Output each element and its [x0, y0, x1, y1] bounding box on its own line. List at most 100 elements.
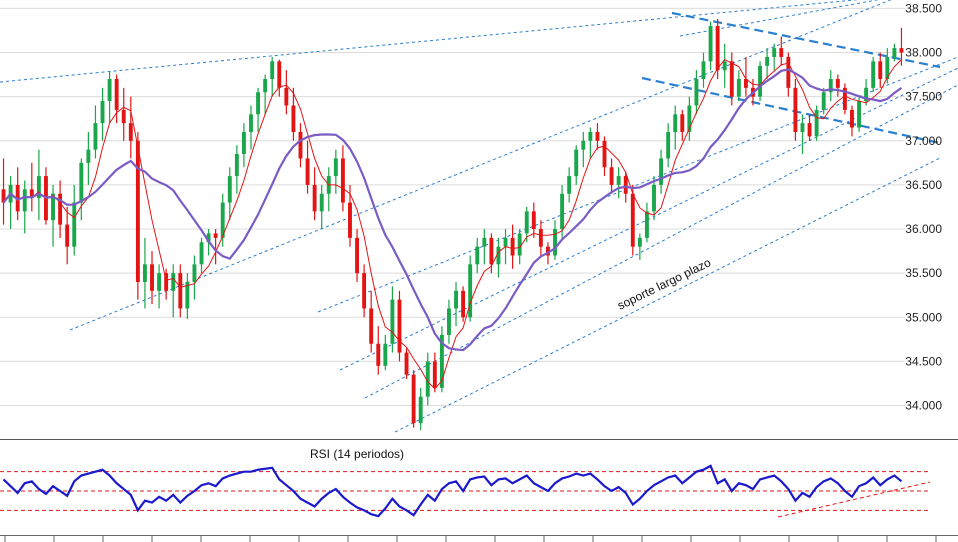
candle-body — [277, 61, 282, 88]
candle-body — [312, 184, 317, 212]
candle-body — [319, 193, 324, 212]
candle-body — [743, 79, 748, 88]
candle-body — [284, 87, 289, 106]
candle-body — [546, 246, 550, 256]
rsi-levels — [0, 471, 930, 511]
candle-body — [864, 87, 869, 102]
candle-body — [496, 246, 501, 265]
candle-body — [213, 233, 218, 238]
candle-body — [644, 211, 649, 238]
moving-average-slow-line — [2, 68, 903, 352]
y-tick-label: 37.000 — [905, 134, 942, 148]
candle-body — [270, 61, 275, 80]
candle-body — [383, 343, 388, 366]
candle-body — [362, 273, 367, 309]
candle-body — [390, 299, 395, 344]
candle-body — [659, 158, 664, 185]
candle-body — [828, 79, 833, 93]
candle-body — [461, 290, 466, 318]
candle-body — [369, 308, 374, 344]
candle-body — [1, 189, 6, 203]
candle-body — [637, 237, 642, 247]
candle-body — [892, 48, 897, 57]
candle-body — [22, 189, 27, 212]
candle-body — [157, 273, 162, 291]
candle-body — [411, 374, 416, 424]
candle-body — [708, 26, 713, 62]
candle-body — [538, 229, 543, 247]
candle-body — [878, 61, 883, 80]
candle-body — [482, 237, 487, 247]
triangle-upper-line — [671, 11, 941, 69]
candle-body — [524, 211, 529, 234]
candle-body — [722, 61, 727, 71]
candle-body — [192, 264, 197, 282]
candle-body — [807, 123, 812, 137]
candle-body — [630, 193, 635, 247]
candle-body — [553, 229, 557, 256]
candle-body — [249, 114, 253, 132]
y-tick-label: 35.000 — [905, 310, 942, 324]
candle-body — [171, 273, 176, 291]
candle-body — [93, 123, 98, 150]
candle-body — [765, 56, 770, 66]
candle-body — [404, 352, 409, 375]
candle-body — [588, 131, 593, 141]
candle-body — [418, 396, 423, 424]
channel-support-line-1 — [69, 0, 892, 331]
candle-body — [857, 101, 861, 128]
candle-body — [29, 189, 34, 199]
y-tick-label: 35.500 — [905, 266, 942, 280]
rsi-title: RSI (14 periodos) — [310, 447, 404, 461]
candle-body — [581, 140, 586, 150]
candle-body — [567, 176, 572, 194]
candle-body — [100, 101, 105, 124]
candle-body — [298, 131, 303, 159]
candle-body — [772, 48, 777, 57]
candle-body — [793, 87, 798, 132]
candle-body — [850, 109, 854, 128]
price-axis: 38.500 38.000 37.500 37.000 36.500 36.000 35.5… — [905, 1, 942, 412]
candle-body — [439, 334, 444, 388]
channel-support-line-2 — [317, 56, 958, 313]
candle-body — [164, 273, 169, 291]
candle-body — [701, 61, 706, 80]
candle-body — [72, 202, 77, 247]
candle-body — [616, 176, 621, 185]
y-tick-label: 34.500 — [905, 354, 942, 368]
candle-body — [305, 158, 310, 185]
candle-body — [376, 343, 381, 366]
candle-body — [786, 56, 791, 88]
candle-body — [178, 273, 183, 309]
candle-body — [680, 114, 685, 132]
candle-body — [821, 92, 826, 110]
candle-body — [263, 79, 268, 93]
candle-body — [340, 158, 345, 203]
y-tick-label: 36.000 — [905, 222, 942, 236]
upper-resistance-line — [0, 0, 860, 83]
candle-body — [234, 154, 239, 177]
candle-body — [128, 123, 133, 141]
candle-body — [503, 237, 508, 247]
candle-body — [65, 224, 70, 247]
candle-body — [595, 131, 600, 141]
candle-body — [666, 131, 671, 159]
moving-average-fast-line — [3, 58, 902, 390]
candle-body — [397, 299, 402, 353]
candle-body — [51, 193, 55, 221]
candle-body — [736, 79, 741, 97]
candle-body — [609, 167, 614, 185]
candle-body — [454, 290, 458, 309]
candle-body — [800, 123, 805, 132]
long-term-support-line — [394, 157, 941, 433]
candle-body — [715, 26, 720, 71]
candle-body — [510, 237, 515, 256]
candle-body — [468, 264, 473, 318]
candle-body — [355, 237, 359, 274]
candle-body — [814, 109, 819, 137]
candle-body — [121, 109, 126, 124]
candle-body — [220, 202, 225, 238]
candle-body — [673, 114, 678, 132]
candle-body — [447, 308, 451, 335]
